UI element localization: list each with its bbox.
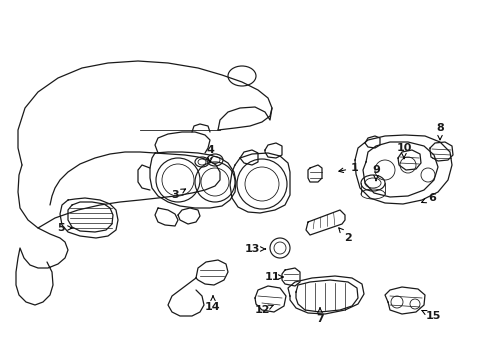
Text: 13: 13 <box>244 244 265 254</box>
Text: 11: 11 <box>264 272 283 282</box>
Text: 8: 8 <box>435 123 443 140</box>
Text: 9: 9 <box>371 165 379 181</box>
Text: 5: 5 <box>57 223 72 233</box>
Text: 15: 15 <box>421 310 440 321</box>
Text: 10: 10 <box>395 143 411 159</box>
Text: 2: 2 <box>338 228 351 243</box>
Text: 4: 4 <box>205 145 214 162</box>
Text: 14: 14 <box>205 296 221 312</box>
Text: 12: 12 <box>254 305 272 315</box>
Text: 6: 6 <box>421 193 435 203</box>
Text: 7: 7 <box>315 308 323 324</box>
Text: 1: 1 <box>338 163 358 173</box>
Text: 3: 3 <box>171 189 185 200</box>
